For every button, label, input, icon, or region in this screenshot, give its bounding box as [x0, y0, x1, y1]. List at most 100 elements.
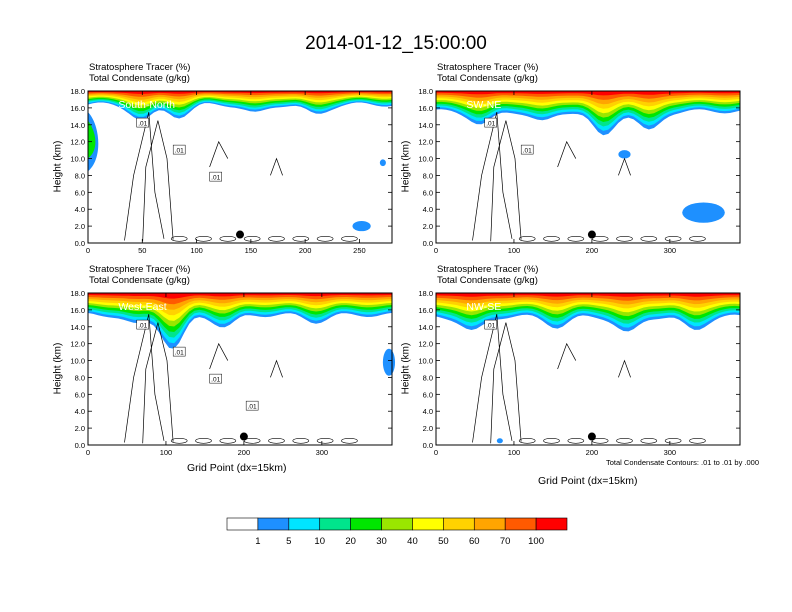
condensate-contour: [640, 437, 658, 444]
x-tick-label: 50: [138, 246, 146, 255]
plot-area: .01 .01 .01 South-North 0.0 2.0 4.0 6.0 8.0 10.0 1…: [59, 84, 404, 256]
location-marker: [239, 432, 248, 441]
condensate-contour: [341, 437, 358, 444]
y-tick-label: 6.0: [423, 188, 433, 197]
location-marker: [236, 230, 244, 239]
x-axis-label: Grid Point (dx=15km): [538, 475, 638, 487]
x-tick-label: 200: [586, 448, 599, 457]
condensate-contour: [270, 157, 283, 176]
condensate-contour: [567, 235, 585, 242]
contour-label: .01: [486, 121, 495, 128]
contour-label: .01: [175, 148, 184, 155]
colorbar-box: [535, 517, 568, 531]
condensate-contour: [219, 437, 237, 444]
x-tick-label: 150: [245, 246, 258, 255]
y-tick-label: 4.0: [75, 205, 85, 214]
plot-frame: [87, 90, 393, 244]
y-tick-label: 0.0: [423, 239, 433, 248]
y-tick-label: 12.0: [70, 138, 85, 147]
panel-label: West-East: [118, 301, 166, 313]
cross-section-plot: .01 .01 .01 .01 West-East 0.0 2.0 4.0 6.0 8.0 10.0…: [70, 289, 396, 457]
condensate-contour: [664, 235, 682, 242]
x-tick-label: 0: [86, 448, 90, 457]
condensate-contour: [341, 235, 358, 242]
colorbar-label: 100: [528, 536, 545, 547]
colorbar-label: 30: [376, 536, 387, 547]
y-tick-label: 12.0: [418, 138, 433, 147]
tracer-blob: [352, 221, 371, 232]
condensate-contour: [243, 235, 261, 242]
y-tick-label: 2.0: [75, 222, 85, 231]
y-tick-label: 10.0: [70, 155, 85, 164]
colorbar-box: [350, 517, 382, 531]
condensate-contour: [316, 235, 334, 242]
y-tick-label: 14.0: [70, 121, 85, 130]
y-tick-label: 14.0: [70, 323, 85, 332]
panel-title-line1: Stratosphere Tracer (%): [437, 62, 539, 73]
tracer-blob: [379, 159, 386, 167]
y-tick-label: 16.0: [70, 306, 85, 315]
colorbar-label: 50: [438, 536, 449, 547]
colorbar-box: [226, 517, 259, 531]
colorbar: 1 5 10 20 30 40 50 60 70 100: [226, 517, 568, 547]
condensate-contour: [689, 235, 706, 242]
contour-label: .01: [211, 377, 220, 384]
condensate-contour: [170, 235, 188, 242]
y-tick-label: 18.0: [70, 289, 85, 298]
condensate-contour: [268, 437, 285, 444]
y-tick-label: 16.0: [70, 104, 85, 113]
y-tick-label: 10.0: [70, 357, 85, 366]
condensate-contour: [490, 322, 522, 444]
colorbar-box: [443, 517, 475, 531]
panel-label: SW-NE: [466, 99, 501, 111]
y-tick-label: 2.0: [75, 424, 85, 433]
cross-section-plot: .01 .01 .01 South-North 0.0 2.0 4.0 6.0 8.0 10.0 1…: [70, 87, 393, 255]
x-tick-label: 0: [86, 246, 90, 255]
contour-note: Total Condensate Contours: .01 to .01 by…: [606, 458, 760, 467]
colorbar-label: 1: [255, 536, 261, 547]
y-tick-label: 8.0: [75, 373, 85, 382]
y-tick-label: 10.0: [418, 357, 433, 366]
condensate-contour: [170, 437, 188, 444]
condensate-contour: [591, 235, 609, 242]
tracer-level-band: [88, 91, 392, 94]
tracer-level-band: [436, 91, 740, 96]
y-tick-label: 6.0: [423, 390, 433, 399]
x-tick-label: 250: [353, 246, 366, 255]
condensate-contour: [640, 235, 658, 242]
y-tick-label: 18.0: [418, 87, 433, 96]
contour-label: .01: [175, 350, 184, 357]
plot-area: .01 .01 .01 .01 West-East 0.0 2.0 4.0 6.0 8.0 10.0…: [59, 286, 404, 458]
location-marker: [587, 432, 596, 441]
condensate-contour: [591, 437, 609, 444]
colorbar-label: 60: [468, 536, 480, 547]
y-tick-label: 10.0: [418, 155, 433, 164]
plot-frame: [87, 292, 393, 446]
x-tick-label: 100: [508, 448, 521, 457]
location-marker: [587, 230, 596, 239]
panel-title-line2: Total Condensate (g/kg): [89, 73, 190, 84]
colorbar-labels: 1 5 10 20 30 40 50 60 70 100: [226, 536, 568, 550]
x-tick-label: 200: [586, 246, 599, 255]
condensate-contour: [543, 437, 560, 444]
contour-label: .01: [138, 121, 147, 128]
condensate-contour: [616, 235, 633, 242]
colorbar-box: [504, 517, 537, 531]
condensate-contour: [543, 235, 560, 242]
y-tick-label: 4.0: [423, 407, 433, 416]
contour-label: .01: [523, 148, 532, 155]
x-tick-label: 100: [160, 448, 173, 457]
tracer-blob: [618, 150, 631, 159]
condensate-contour: [689, 437, 706, 444]
colorbar-box: [288, 517, 321, 531]
plot-frame: [435, 292, 741, 446]
contour-label-box: [136, 117, 149, 128]
y-tick-label: 4.0: [75, 407, 85, 416]
y-tick-label: 16.0: [418, 104, 433, 113]
y-tick-label: 6.0: [75, 390, 85, 399]
y-tick-label: 2.0: [423, 424, 433, 433]
condensate-contour: [292, 437, 310, 444]
colorbar-box: [257, 517, 290, 531]
condensate-contour: [209, 140, 229, 168]
condensate-contour: [664, 437, 682, 444]
